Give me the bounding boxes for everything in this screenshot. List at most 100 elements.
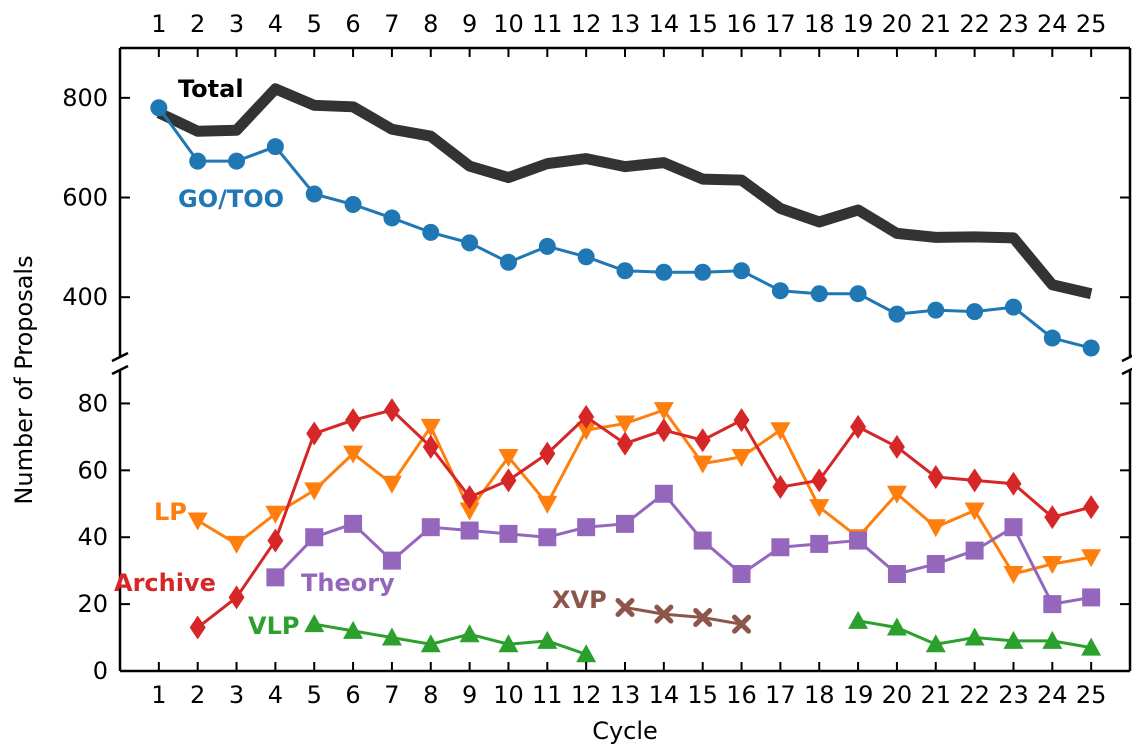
x-tick-label-bottom: 19	[843, 681, 874, 709]
data-point-theory	[887, 565, 906, 584]
series-lp	[187, 402, 1102, 585]
x-tick-label-top: 3	[229, 10, 244, 38]
data-point-vlp	[576, 644, 597, 663]
data-point-lp	[886, 485, 907, 504]
x-tick-label-top: 24	[1037, 10, 1068, 38]
data-point-theory	[693, 531, 712, 550]
x-tick-label-bottom: 6	[345, 681, 360, 709]
x-tick-label-bottom: 3	[229, 681, 244, 709]
x-tick-label-bottom: 23	[998, 681, 1029, 709]
series-line-theory	[274, 492, 1092, 606]
ticks: 1122334455667788991010111112121313141415…	[62, 10, 1130, 709]
x-tick-label-top: 10	[493, 10, 524, 38]
data-point-lp	[265, 505, 286, 524]
data-point-xvp	[615, 597, 635, 617]
data-point-go-too	[499, 253, 517, 271]
data-point-lp	[1003, 566, 1024, 585]
x-tick-label-bottom: 13	[610, 681, 641, 709]
x-tick-label-top: 2	[190, 10, 205, 38]
series-label-vlp: VLP	[248, 612, 299, 640]
x-tick-label-top: 25	[1076, 10, 1107, 38]
x-marker-stroke	[654, 604, 674, 624]
data-point-theory	[421, 518, 440, 537]
data-point-theory	[771, 538, 790, 557]
y-tick-label-upper: 400	[62, 283, 108, 311]
data-point-go-too	[733, 262, 751, 280]
x-tick-label-bottom: 7	[384, 681, 399, 709]
data-point-lp	[576, 422, 597, 441]
data-point-vlp	[1003, 630, 1024, 649]
data-point-lp	[226, 535, 247, 554]
data-point-xvp	[732, 614, 752, 634]
x-tick-label-top: 19	[843, 10, 874, 38]
data-point-lp	[304, 482, 325, 501]
series-label-total: Total	[178, 75, 244, 103]
y-tick-label-upper: 800	[62, 84, 108, 112]
data-point-archive	[1083, 495, 1100, 520]
series-vlp	[304, 610, 1102, 663]
y-tick-label-lower: 0	[93, 657, 108, 685]
series-xvp	[615, 597, 752, 634]
x-marker-stroke	[615, 597, 635, 617]
data-point-lp	[343, 445, 364, 464]
data-point-archive	[189, 615, 206, 640]
data-point-archive	[772, 475, 789, 500]
y-axis-title: Number of Proposals	[10, 255, 38, 504]
x-tick-label-bottom: 11	[532, 681, 563, 709]
x-tick-label-bottom: 21	[920, 681, 951, 709]
data-point-go-too	[1082, 339, 1100, 357]
data-point-archive	[1044, 505, 1061, 530]
data-point-go-too	[810, 285, 828, 303]
data-point-theory	[732, 565, 751, 584]
data-point-go-too	[655, 263, 673, 281]
x-tick-label-top: 16	[726, 10, 757, 38]
data-point-go-too	[927, 301, 945, 319]
data-point-vlp	[304, 614, 325, 633]
x-tick-label-bottom: 1	[151, 681, 166, 709]
data-point-archive	[539, 441, 556, 466]
x-tick-label-bottom: 22	[959, 681, 990, 709]
x-tick-label-bottom: 5	[307, 681, 322, 709]
axis-break-left-upper	[111, 351, 129, 363]
x-tick-label-top: 4	[268, 10, 283, 38]
x-tick-label-bottom: 18	[804, 681, 835, 709]
x-tick-label-bottom: 14	[649, 681, 680, 709]
data-point-lp	[1081, 549, 1102, 568]
data-point-vlp	[886, 617, 907, 636]
axes-frame	[111, 46, 1132, 673]
x-tick-label-top: 13	[610, 10, 641, 38]
data-point-lp	[731, 448, 752, 467]
data-point-vlp	[420, 634, 441, 653]
data-point-vlp	[498, 634, 519, 653]
series-total	[156, 83, 1093, 300]
data-point-theory	[849, 531, 868, 550]
data-point-archive	[383, 398, 400, 423]
data-point-archive	[850, 414, 867, 439]
data-point-theory	[577, 518, 596, 537]
data-point-go-too	[771, 282, 789, 300]
data-point-lp	[187, 512, 208, 531]
data-point-go-too	[266, 138, 284, 156]
series-label-lp: LP	[154, 498, 187, 526]
data-point-archive	[500, 468, 517, 493]
x-marker-stroke	[693, 607, 713, 627]
data-point-archive	[694, 428, 711, 453]
x-tick-label-bottom: 20	[882, 681, 913, 709]
x-tick-label-top: 18	[804, 10, 835, 38]
data-point-vlp	[925, 634, 946, 653]
data-point-go-too	[228, 152, 246, 170]
data-point-go-too	[383, 209, 401, 227]
data-point-go-too	[966, 303, 984, 321]
x-tick-label-top: 17	[765, 10, 796, 38]
data-point-archive	[733, 408, 750, 433]
x-tick-label-bottom: 25	[1076, 681, 1107, 709]
x-tick-label-top: 15	[687, 10, 718, 38]
x-tick-label-bottom: 4	[268, 681, 283, 709]
data-point-archive	[1005, 471, 1022, 496]
series-labels: Total GO/TOO LP Archive Theory XVP VLP	[114, 75, 607, 640]
data-point-go-too	[344, 195, 362, 213]
x-tick-label-bottom: 12	[571, 681, 602, 709]
series-label-xvp: XVP	[552, 586, 607, 614]
data-point-theory	[965, 541, 984, 560]
data-point-theory	[499, 524, 518, 543]
